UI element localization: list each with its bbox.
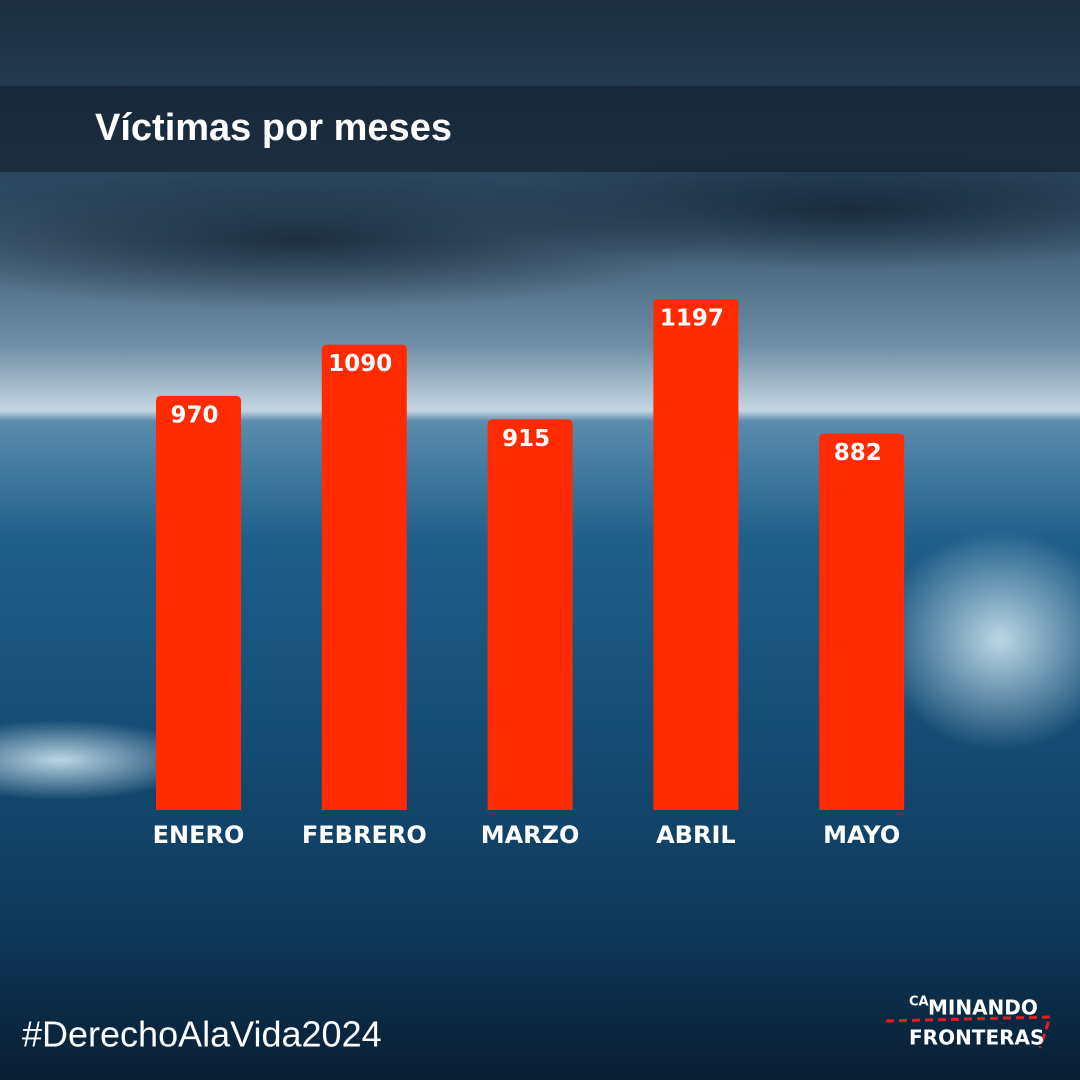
x-tick-label: MAYO xyxy=(823,821,900,849)
value-label: 1197 xyxy=(660,306,724,332)
hashtag: #DerechoAlaVida2024 xyxy=(22,1014,382,1055)
value-label: 915 xyxy=(502,426,550,452)
x-tick-label: ENERO xyxy=(153,821,245,849)
wave-foam xyxy=(880,530,1080,750)
logo-line xyxy=(885,1015,1053,1049)
chart-title: Víctimas por meses xyxy=(95,107,452,149)
bar xyxy=(156,395,241,810)
value-label: 970 xyxy=(170,402,218,428)
bar xyxy=(487,419,573,810)
x-tick-label: ABRIL xyxy=(656,821,736,849)
logo: CA MINANDO FRONTERAS xyxy=(885,995,1053,1050)
x-tick-label: FEBRERO xyxy=(302,821,427,849)
logo-text: MINANDO xyxy=(928,996,1038,1020)
wave-foam xyxy=(0,720,200,800)
bar xyxy=(321,344,407,810)
cloud xyxy=(470,150,1080,270)
bar xyxy=(653,299,739,810)
logo-prefix: CA xyxy=(909,995,929,1010)
title-band xyxy=(0,86,1080,172)
value-label: 882 xyxy=(834,440,882,466)
x-tick-label: MARZO xyxy=(481,821,580,849)
logo-text: FRONTERAS xyxy=(909,1026,1044,1050)
value-label: 1090 xyxy=(328,351,392,377)
bar xyxy=(819,433,905,810)
